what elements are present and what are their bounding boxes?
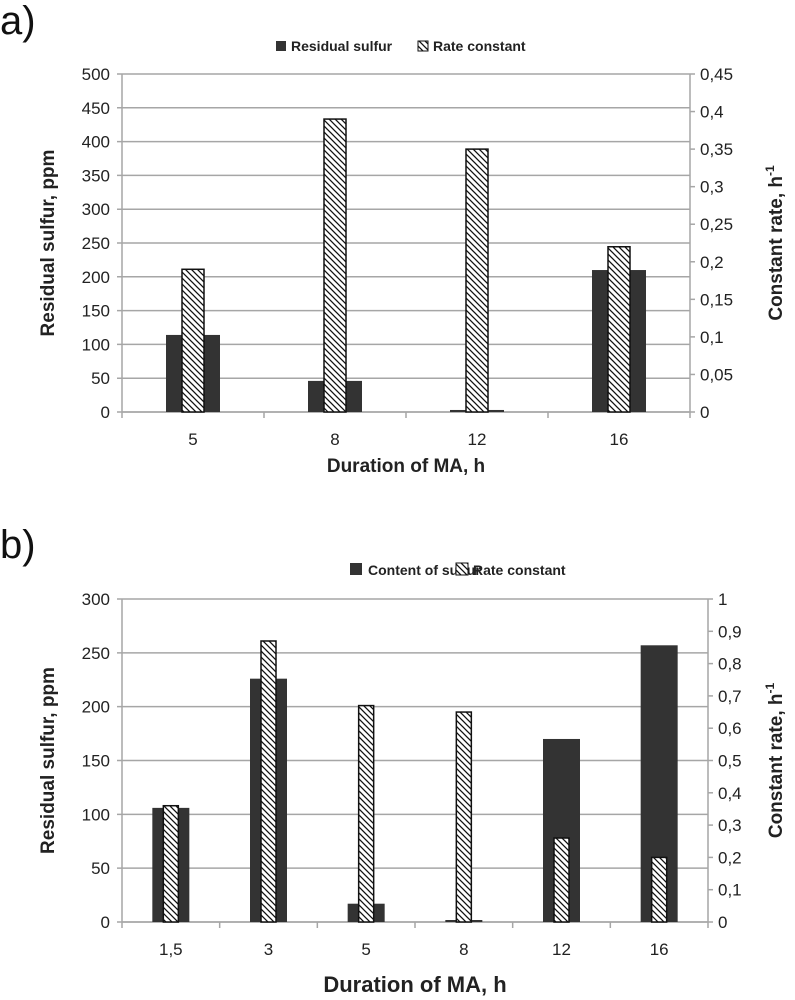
y-right-tick-label: 0,8 (718, 655, 742, 674)
y-tick-label: 100 (82, 805, 110, 824)
y-right-tick-label: 0,2 (718, 848, 742, 867)
bar-rate-constant (553, 837, 570, 923)
bar-rate-constant (607, 246, 631, 413)
legend-b: Content of sulfur Rate constant (350, 562, 566, 578)
y-right-tick-label: 0,7 (718, 687, 742, 706)
chart-a: 0 50 100 150 200 250 300 350 400 450 500 0 0,05 0,1 0,… (38, 65, 787, 477)
y-axis-title-right-superscript: -1 (763, 165, 777, 176)
y-right-tick-label: 0,15 (700, 290, 733, 309)
bar-rate-constant (323, 118, 347, 413)
x-tick-label: 12 (468, 430, 487, 449)
y-right-tick-label: 0,1 (718, 881, 742, 900)
legend-label-rate-constant: Rate constant (433, 38, 526, 54)
bar-rate-constant (465, 148, 489, 413)
y-axis-title-left: Residual sulfur, ppm (38, 667, 59, 854)
legend-swatch-residual-sulfur (276, 41, 286, 51)
bar-rate-constant (260, 640, 277, 923)
y-right-tick-label: 0,4 (700, 103, 724, 122)
legend-a: Residual sulfur Rate constant (276, 38, 526, 54)
x-tick-label: 8 (459, 940, 468, 959)
y-right-tick-label: 0 (718, 913, 727, 932)
y-tick-label: 250 (82, 234, 110, 253)
x-tick-label: 16 (650, 940, 669, 959)
y-right-tick-label: 0,25 (700, 215, 733, 234)
y-axis-title-left: Residual sulfur, ppm (38, 150, 59, 337)
y-tick-label: 250 (82, 644, 110, 663)
y-tick-label: 300 (82, 200, 110, 219)
y-tick-label: 500 (82, 65, 110, 84)
y-right-tick-label: 0,35 (700, 140, 733, 159)
bar-rate-constant (455, 711, 473, 923)
y-right-tick-label: 0,5 (718, 752, 742, 771)
x-axis-title: Duration of MA, h (327, 456, 485, 477)
y-tick-label: 50 (91, 369, 110, 388)
y-tick-label: 350 (82, 166, 110, 185)
y-tick-label: 200 (82, 268, 110, 287)
legend-label-residual-sulfur: Residual sulfur (291, 38, 393, 54)
y-tick-label: 450 (82, 99, 110, 118)
x-tick-label: 5 (361, 940, 370, 959)
panel-label-a: a) (0, 0, 36, 43)
y-right-tick-label: 0,4 (718, 784, 742, 803)
y-right-tick-label: 0,45 (700, 65, 733, 84)
x-tick-label: 1,5 (159, 940, 183, 959)
x-tick-label: 3 (264, 940, 273, 959)
legend-swatch-rate-constant (417, 40, 429, 52)
bar-rate-constant (650, 856, 668, 923)
y-right-tick-label: 1 (718, 590, 727, 609)
y-right-tick-label: 0,3 (700, 178, 724, 197)
y-right-tick-label: 0,1 (700, 328, 724, 347)
legend-label-content-of-sulfur: Content of sulfur (368, 562, 481, 578)
x-tick-label: 8 (330, 430, 339, 449)
bar-rate-constant (357, 704, 375, 923)
legend-swatch-content-of-sulfur (350, 563, 362, 575)
legend-swatch-rate-constant (455, 562, 469, 576)
x-tick-label: 16 (610, 430, 629, 449)
y-right-tick-label: 0,05 (700, 365, 733, 384)
y-right-tick-label: 0 (700, 403, 709, 422)
y-axis-title-right: Constant rate, h-1 (763, 165, 787, 321)
panel-label-b: b) (0, 523, 36, 567)
y-axis-title-right-superscript: -1 (763, 683, 777, 694)
y-tick-label: 100 (82, 335, 110, 354)
x-tick-label: 12 (552, 940, 571, 959)
bar-rate-constant (181, 268, 205, 413)
y-tick-label: 150 (82, 752, 110, 771)
y-tick-label: 200 (82, 698, 110, 717)
y-tick-label: 0 (101, 403, 110, 422)
y-tick-label: 400 (82, 133, 110, 152)
chart-b: 0 50 100 150 200 250 300 0 0,1 0,2 0,3 0,4 0,5 0,6 0,7… (38, 590, 787, 997)
y-tick-label: 150 (82, 302, 110, 321)
x-tick-label: 5 (188, 430, 197, 449)
y-right-tick-label: 0,3 (718, 816, 742, 835)
y-right-tick-label: 0,6 (718, 719, 742, 738)
y-tick-label: 0 (101, 913, 110, 932)
x-axis-title: Duration of MA, h (323, 972, 506, 997)
legend-label-rate-constant: Rate constant (473, 562, 566, 578)
bar-rate-constant (162, 804, 180, 923)
y-tick-label: 50 (91, 859, 110, 878)
y-tick-label: 300 (82, 590, 110, 609)
y-right-tick-label: 0,9 (718, 622, 742, 641)
y-axis-title-right: Constant rate, h-1 (763, 683, 787, 839)
y-right-tick-label: 0,2 (700, 253, 724, 272)
